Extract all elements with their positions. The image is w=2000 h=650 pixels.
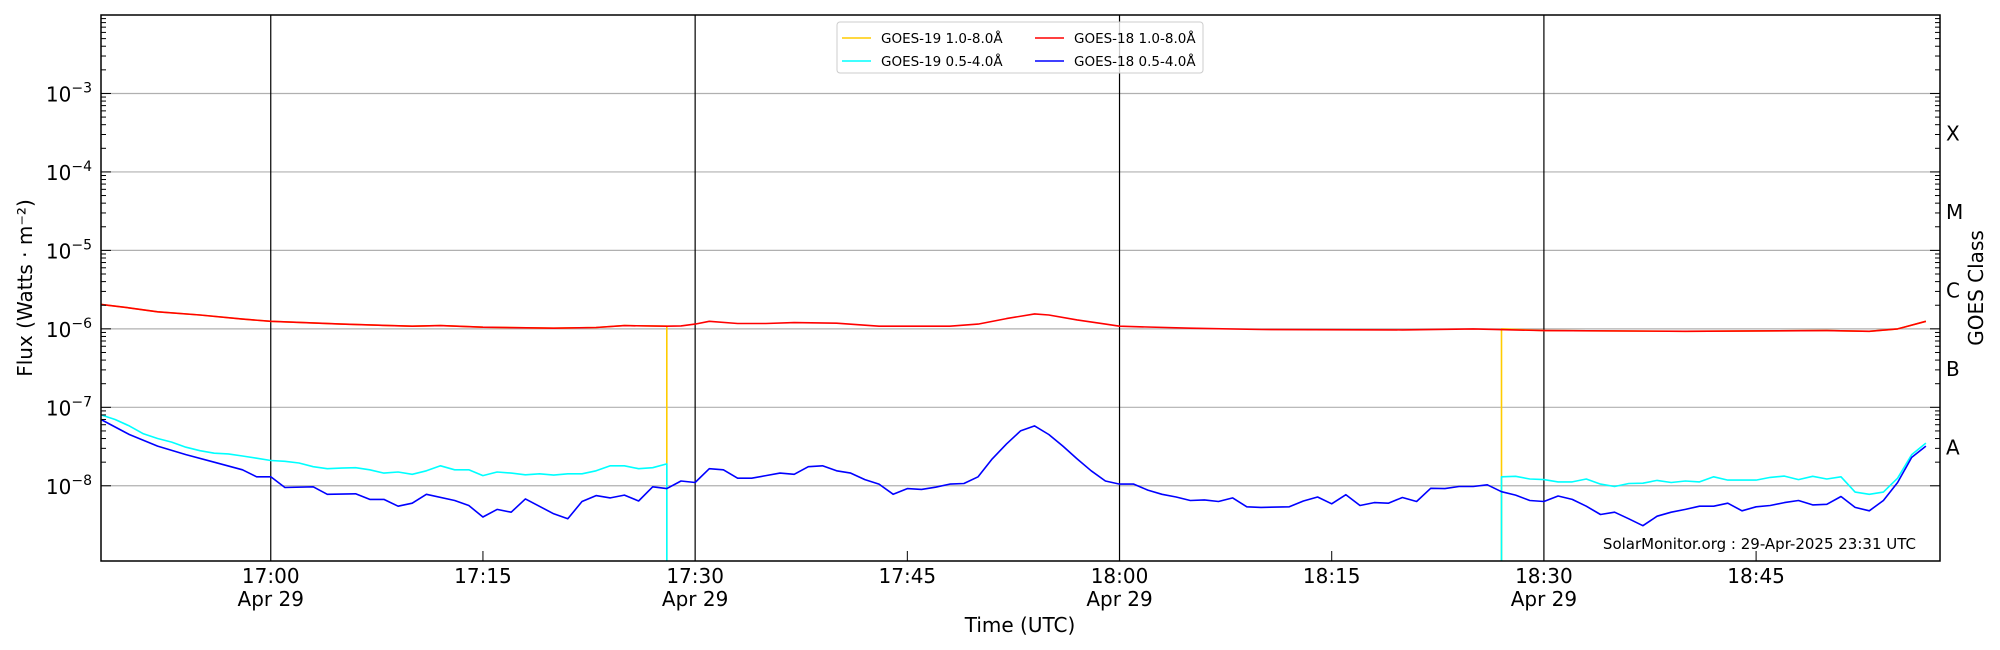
- y-tick-label: 10−8: [46, 473, 92, 499]
- y-tick-label: 10−5: [46, 237, 92, 263]
- legend-label: GOES-19 1.0-8.0Å: [881, 30, 1003, 47]
- series-0: [100, 303, 1927, 561]
- series-line: [1500, 320, 1927, 561]
- series-2: [100, 414, 1927, 561]
- day-markers: [270, 15, 1545, 561]
- plot-frame: [100, 14, 1941, 562]
- x-tick-label: 17:45: [879, 564, 937, 588]
- series-line: [1500, 442, 1927, 561]
- series-line: [100, 303, 1927, 333]
- x-tick-date: Apr 29: [1086, 587, 1152, 611]
- x-tick-label: 18:30: [1515, 564, 1573, 588]
- series-1: [100, 303, 1927, 333]
- x-tick-label: 17:30: [666, 564, 724, 588]
- y-axis-label: Flux (Watts · m⁻²): [13, 199, 37, 377]
- y-tick-labels: 10−3 10−4 10−5 10−6 10−7 10−8: [46, 80, 92, 498]
- goes-class-a: A: [1946, 436, 1960, 460]
- goes-class-m: M: [1946, 200, 1963, 224]
- gridlines: [101, 92, 1940, 487]
- series-line: [100, 414, 668, 561]
- watermark: SolarMonitor.org : 29-Apr-2025 23:31 UTC: [1603, 535, 1916, 553]
- y-tick-label: 10−3: [46, 80, 92, 106]
- x-tick-date: Apr 29: [1511, 587, 1577, 611]
- series-line: [100, 418, 1927, 527]
- x-tick-label: 18:15: [1303, 564, 1361, 588]
- y-tick-label: 10−6: [46, 316, 92, 342]
- minor-ticks: [101, 18, 1940, 561]
- x-tick-date: Apr 29: [662, 587, 728, 611]
- goes-class-b: B: [1946, 357, 1960, 381]
- x-tick-label: 17:00: [242, 564, 300, 588]
- goes-class-x: X: [1946, 122, 1960, 146]
- legend-label: GOES-18 0.5-4.0Å: [1074, 53, 1196, 70]
- x-tick-label: 18:45: [1727, 564, 1785, 588]
- legend-label: GOES-18 1.0-8.0Å: [1074, 30, 1196, 47]
- legend: GOES-19 1.0-8.0Å GOES-19 0.5-4.0Å GOES-18 …: [836, 21, 1204, 74]
- series-line: [100, 303, 668, 561]
- series-3: [100, 418, 1927, 527]
- right-axis-label: GOES Class: [1964, 230, 1988, 346]
- y-tick-label: 10−7: [46, 394, 92, 420]
- legend-label: GOES-19 0.5-4.0Å: [881, 53, 1003, 70]
- legend-box: [836, 21, 1204, 74]
- series-lines: [100, 303, 1927, 561]
- x-tick-date: Apr 29: [238, 587, 304, 611]
- goes-class-c: C: [1946, 279, 1960, 303]
- goes-class-labels: X M C B A: [1946, 122, 1963, 460]
- y-tick-label: 10−4: [46, 159, 92, 185]
- x-tick-label: 17:15: [454, 564, 512, 588]
- x-axis-label: Time (UTC): [964, 613, 1076, 637]
- x-tick-label: 18:00: [1091, 564, 1149, 588]
